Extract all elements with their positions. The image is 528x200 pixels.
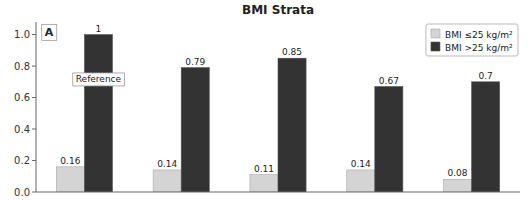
- y-tick: [32, 97, 36, 98]
- y-axis-line: [36, 22, 37, 192]
- y-tick: [32, 160, 36, 161]
- legend-box: [426, 24, 518, 56]
- bar: [472, 82, 500, 192]
- annotations: A Reference: [42, 24, 125, 86]
- bar: [181, 68, 209, 192]
- legend-label: BMI ≤25 kg/m²: [445, 30, 513, 40]
- data-label: 0.11: [254, 164, 274, 174]
- data-label: 0.08: [448, 168, 468, 178]
- y-tick-label: 0.6: [14, 92, 30, 103]
- y-tick-label: 0.2: [14, 155, 30, 166]
- legend-item: BMI ≤25 kg/m²: [431, 29, 513, 40]
- reference-label-text: Reference: [76, 74, 122, 84]
- chart: BMI Strata 0.0 0.2 0.4 0.6 0.8 1.0 0.16 0.14 0.11…: [0, 0, 528, 200]
- y-tick-label: 0.8: [14, 61, 30, 72]
- reference-label: Reference: [73, 73, 125, 86]
- y-tick-label: 1.0: [14, 29, 30, 40]
- data-label: 0.14: [157, 159, 177, 169]
- data-label: 1: [96, 24, 102, 34]
- panel-label-box: [42, 24, 57, 40]
- y-tick-label: 0.0: [14, 187, 30, 198]
- bar: [250, 175, 278, 192]
- y-axis: 0.0 0.2 0.4 0.6 0.8 1.0: [14, 29, 36, 197]
- bar: [153, 170, 181, 192]
- bar: [375, 87, 403, 192]
- bar: [278, 58, 306, 192]
- data-label: 0.79: [185, 57, 205, 67]
- legend-item: BMI >25 kg/m²: [431, 42, 513, 53]
- legend-swatch: [431, 29, 440, 38]
- data-label: 0.14: [351, 159, 371, 169]
- data-label: 0.67: [379, 76, 399, 86]
- data-label: 0.7: [478, 71, 492, 81]
- data-label: 0.85: [282, 47, 302, 57]
- y-tick-label: 0.4: [14, 124, 30, 135]
- y-tick: [32, 34, 36, 35]
- bar: [444, 179, 472, 192]
- bar: [347, 170, 375, 192]
- bar: [56, 167, 84, 192]
- legend: BMI ≤25 kg/m² BMI >25 kg/m²: [426, 24, 518, 56]
- legend-label: BMI >25 kg/m²: [445, 43, 513, 53]
- bar: [84, 35, 112, 192]
- x-axis-line: [36, 192, 520, 193]
- panel-label: A: [42, 24, 57, 40]
- y-tick: [32, 66, 36, 67]
- y-tick: [32, 129, 36, 130]
- data-label: 0.16: [60, 156, 80, 166]
- legend-swatch: [431, 42, 440, 51]
- bars: [56, 35, 499, 192]
- y-tick: [32, 192, 36, 193]
- title: BMI Strata: [242, 3, 314, 17]
- chart-container: BMI Strata 0.0 0.2 0.4 0.6 0.8 1.0 0.16 0.14 0.11…: [0, 0, 528, 200]
- panel-label-text: A: [45, 26, 54, 39]
- reference-label-box: [73, 73, 125, 86]
